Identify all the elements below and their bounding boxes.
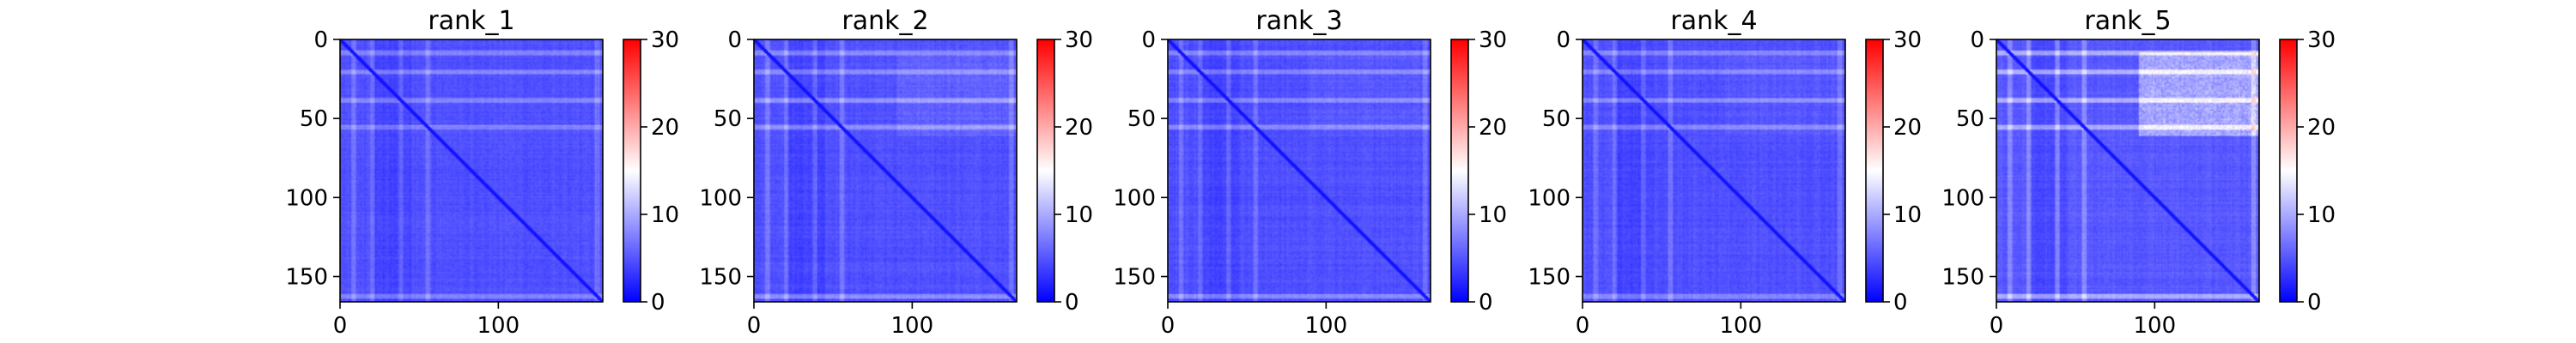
colorbar-tick-label: 10 <box>2307 202 2336 228</box>
y-tick-label: 50 <box>714 106 742 132</box>
colorbar-tick-label: 30 <box>651 27 679 53</box>
y-tick-label: 50 <box>1956 106 1984 132</box>
colorbar <box>2280 39 2297 302</box>
colorbar-tick-label: 10 <box>1893 202 1922 228</box>
y-tick-label: 100 <box>699 185 742 211</box>
colorbar-tick-label: 30 <box>1893 27 1922 53</box>
colorbar <box>1451 39 1468 302</box>
x-tick-label: 100 <box>2134 313 2177 339</box>
y-tick-label: 50 <box>1542 106 1571 132</box>
y-tick-label: 150 <box>1113 265 1156 291</box>
y-tick-label: 150 <box>699 265 742 291</box>
y-tick-label: 100 <box>1528 185 1571 211</box>
y-tick-label: 150 <box>1528 265 1571 291</box>
colorbar-tick-label: 10 <box>651 202 679 228</box>
colorbar-frame <box>1036 39 1055 303</box>
x-tick-label: 100 <box>891 313 934 339</box>
y-tick-label: 0 <box>1141 27 1156 53</box>
colorbar-tick-label: 30 <box>2307 27 2336 53</box>
panel-title: rank_5 <box>2084 6 2171 36</box>
heatmap-frame <box>1996 39 2260 303</box>
heatmap-image <box>340 39 603 302</box>
colorbar-tick-label: 20 <box>651 115 679 141</box>
y-tick-label: 100 <box>1941 185 1984 211</box>
colorbar-tick-label: 20 <box>2307 115 2336 141</box>
x-tick-label: 0 <box>333 313 348 339</box>
colorbar-tick-label: 30 <box>1479 27 1507 53</box>
colorbar-frame <box>623 39 641 303</box>
x-tick-label: 0 <box>1161 313 1176 339</box>
y-tick-label: 0 <box>727 27 742 53</box>
colorbar-tick-label: 20 <box>1065 115 1093 141</box>
colorbar <box>1037 39 1054 302</box>
colorbar-frame <box>1450 39 1469 303</box>
y-tick-label: 100 <box>285 185 328 211</box>
y-tick-label: 150 <box>285 265 328 291</box>
heatmap-image <box>1583 39 1845 302</box>
y-tick-label: 100 <box>1113 185 1156 211</box>
x-tick-label: 100 <box>1305 313 1348 339</box>
y-tick-label: 0 <box>1970 27 1984 53</box>
heatmap-image <box>1168 39 1431 302</box>
heatmap-image <box>754 39 1017 302</box>
colorbar-frame <box>1865 39 1884 303</box>
x-tick-label: 0 <box>1576 313 1590 339</box>
panel-title: rank_2 <box>841 6 928 36</box>
colorbar-tick-label: 10 <box>1065 202 1093 228</box>
heatmap-frame <box>1167 39 1431 303</box>
x-tick-label: 0 <box>1990 313 2004 339</box>
colorbar <box>1866 39 1883 302</box>
colorbar-tick-label: 0 <box>1065 290 1079 316</box>
panel-title: rank_3 <box>1255 6 1342 36</box>
heatmap-frame <box>1582 39 1846 303</box>
colorbar-frame <box>2279 39 2298 303</box>
y-tick-label: 0 <box>313 27 328 53</box>
x-tick-label: 100 <box>1720 313 1763 339</box>
x-tick-label: 100 <box>477 313 520 339</box>
panel-title: rank_1 <box>428 6 514 36</box>
colorbar-tick-label: 30 <box>1065 27 1093 53</box>
panel-title: rank_4 <box>1670 6 1757 36</box>
colorbar-tick-label: 20 <box>1893 115 1922 141</box>
x-tick-label: 0 <box>747 313 762 339</box>
colorbar-tick-label: 10 <box>1479 202 1507 228</box>
y-tick-label: 0 <box>1556 27 1571 53</box>
colorbar-tick-label: 0 <box>2307 290 2322 316</box>
colorbar <box>623 39 641 302</box>
colorbar-tick-label: 0 <box>1893 290 1908 316</box>
heatmap-frame <box>339 39 604 303</box>
colorbar-tick-label: 0 <box>651 290 665 316</box>
y-tick-label: 50 <box>300 106 328 132</box>
heatmap-frame <box>753 39 1018 303</box>
y-tick-label: 150 <box>1941 265 1984 291</box>
colorbar-tick-label: 20 <box>1479 115 1507 141</box>
y-tick-label: 50 <box>1127 106 1156 132</box>
heatmap-image <box>1996 39 2259 302</box>
colorbar-tick-label: 0 <box>1479 290 1493 316</box>
